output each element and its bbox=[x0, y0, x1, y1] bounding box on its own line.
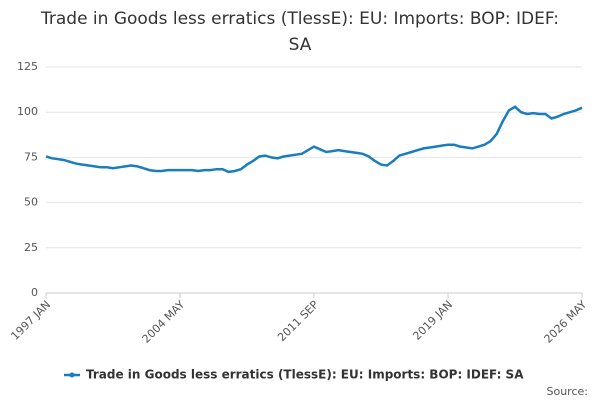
y-tick-label: 50 bbox=[24, 196, 38, 209]
y-tick-label: 0 bbox=[31, 286, 38, 299]
x-tick-label: 1997 JAN bbox=[8, 298, 53, 343]
legend-marker bbox=[69, 372, 75, 378]
x-tick-label: 2011 SEP bbox=[275, 298, 321, 344]
series-line bbox=[45, 105, 583, 174]
y-tick-label: 100 bbox=[17, 105, 38, 118]
x-tick-label: 2026 MAY bbox=[542, 298, 590, 346]
x-tick-label: 2004 MAY bbox=[140, 298, 188, 346]
source: Source: bbox=[547, 385, 589, 398]
y-tick-label: 75 bbox=[24, 150, 38, 163]
y-tick-label: 125 bbox=[17, 60, 38, 73]
legend-label: Trade in Goods less erratics (TlessE): E… bbox=[86, 368, 524, 382]
x-tick-label: 2019 JAN bbox=[410, 298, 455, 343]
chart-title: Trade in Goods less erratics (TlessE): E… bbox=[40, 9, 560, 55]
y-tick-label: 25 bbox=[24, 241, 38, 254]
